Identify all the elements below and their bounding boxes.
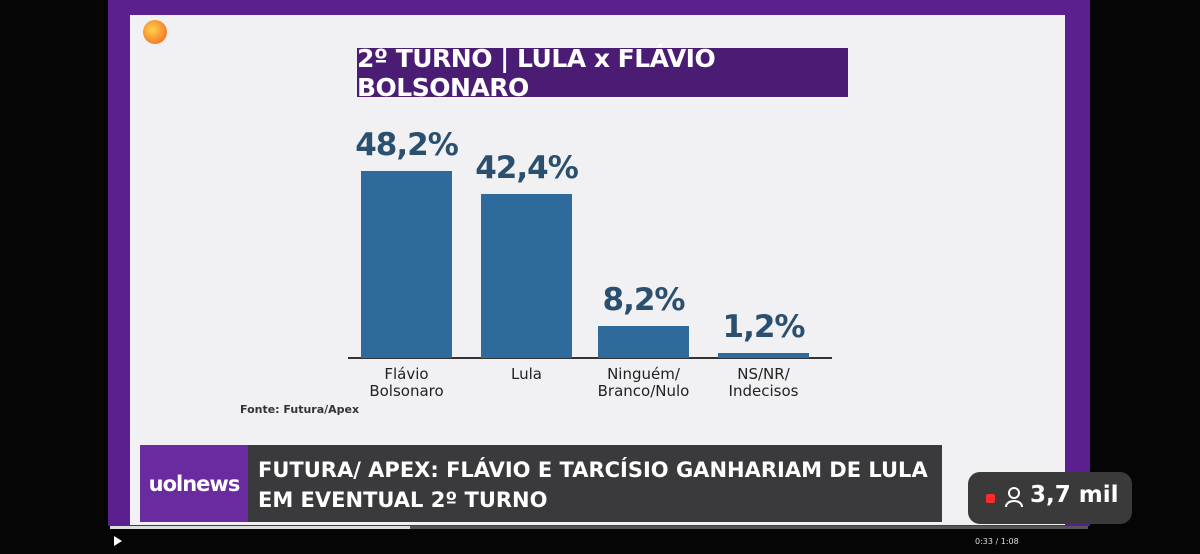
x-tick-label: Flávio Bolsonaro — [369, 365, 444, 400]
value-label: 42,4% — [475, 149, 579, 186]
bar — [598, 326, 689, 358]
progress-fill — [110, 526, 410, 529]
live-viewers — [968, 472, 1132, 524]
play-button[interactable] — [114, 536, 122, 546]
news-banner — [140, 445, 942, 522]
x-tick-label: Ninguém/ Branco/Nulo — [597, 365, 690, 400]
source-note: Fonte: Futura/Apex — [240, 403, 360, 416]
x-tick-label: Lula — [511, 365, 542, 383]
bar — [361, 171, 452, 358]
x-tick-label: NS/NR/ Indecisos — [728, 365, 799, 400]
time: 0:33 / 1:08 — [975, 537, 1019, 546]
baseline — [348, 357, 832, 359]
viewer-count: 3,7 mil — [1030, 482, 1119, 508]
bar — [481, 193, 572, 358]
chart-panel — [130, 15, 1065, 525]
value-label: 8,2% — [602, 282, 686, 319]
bar — [718, 353, 809, 358]
live-dot — [986, 494, 995, 503]
chart-title: 2º TURNO | LULA x FLÁVIO BOLSONARO — [357, 44, 848, 102]
brand: uolnews — [140, 445, 248, 522]
headline: FUTURA/ APEX: FLÁVIO E TARCÍSIO GANHARIA… — [258, 458, 928, 512]
value-label: 48,2% — [355, 127, 459, 163]
viewer-icon — [1005, 487, 1023, 508]
value-label: 1,2% — [722, 309, 806, 346]
progress-bar[interactable] — [110, 526, 1088, 529]
channel-logo — [143, 20, 167, 44]
